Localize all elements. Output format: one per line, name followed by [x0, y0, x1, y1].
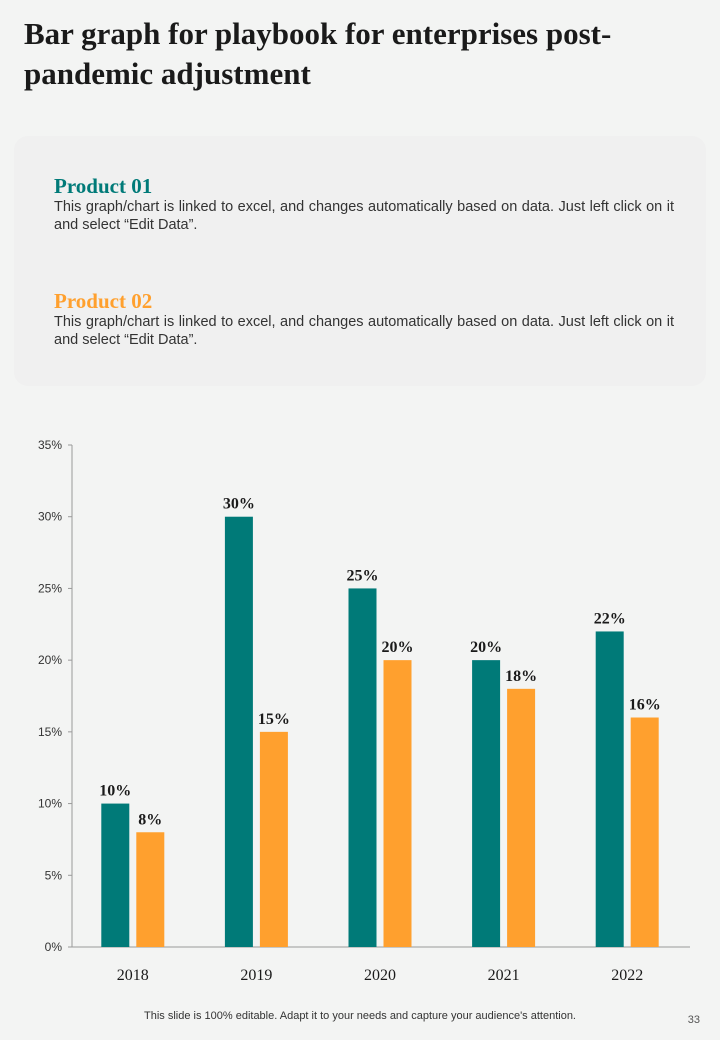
y-tick-label: 35%	[38, 438, 62, 452]
bar-product-01-2019[interactable]	[224, 516, 253, 947]
footer-text: This slide is 100% editable. Adapt it to…	[144, 1010, 576, 1022]
data-label: 20%	[470, 639, 502, 656]
bar-product-01-2020[interactable]	[348, 588, 377, 947]
bar-product-02-2019[interactable]	[259, 731, 288, 947]
bar-product-02-2022[interactable]	[630, 717, 659, 947]
page-title: Bar graph for playbook for enterprises p…	[24, 16, 612, 91]
y-tick-label: 30%	[38, 510, 62, 524]
bar-product-01-2018[interactable]	[101, 803, 130, 947]
bar-product-02-2021[interactable]	[507, 688, 536, 947]
product-01-title: Product 01	[54, 174, 153, 198]
x-tick-label: 2018	[117, 967, 149, 984]
data-label: 16%	[629, 697, 661, 714]
product-02-legend: Product 02 This graph/chart is linked to…	[54, 289, 674, 349]
data-label: 20%	[382, 639, 414, 656]
bar-product-01-2022[interactable]	[595, 631, 624, 947]
data-label: 30%	[223, 496, 255, 513]
bar-product-02-2018[interactable]	[136, 832, 165, 947]
product-01-description: This graph/chart is linked to excel, and…	[54, 199, 674, 233]
y-tick-label: 25%	[38, 581, 62, 595]
product-01-legend: Product 01 This graph/chart is linked to…	[54, 174, 674, 234]
data-label: 25%	[347, 567, 379, 584]
x-tick-label: 2022	[611, 967, 643, 984]
x-tick-label: 2021	[488, 967, 520, 984]
data-label: 15%	[258, 711, 290, 728]
data-label: 8%	[138, 811, 162, 828]
legend-panel: Product 01 This graph/chart is linked to…	[14, 136, 706, 386]
data-label: 18%	[505, 668, 537, 685]
bar-chart-svg[interactable]: 0% 5% 10% 15% 20% 25% 30% 35% 10% 8% 2018 30% 15% 201…	[0, 430, 720, 1000]
bar-chart[interactable]: 0% 5% 10% 15% 20% 25% 30% 35% 10% 8% 2018 30% 15% 201…	[0, 430, 720, 1000]
product-02-description: This graph/chart is linked to excel, and…	[54, 314, 674, 348]
x-tick-label: 2019	[240, 967, 272, 984]
product-02-title: Product 02	[54, 289, 153, 313]
y-tick-label: 5%	[45, 868, 63, 882]
bar-product-02-2020[interactable]	[383, 660, 412, 947]
y-tick-label: 0%	[45, 940, 63, 954]
data-label: 10%	[99, 783, 131, 800]
y-tick-label: 15%	[38, 725, 62, 739]
x-tick-label: 2020	[364, 967, 396, 984]
bar-product-01-2021[interactable]	[472, 660, 501, 947]
data-label: 22%	[594, 610, 626, 627]
y-tick-label: 10%	[38, 797, 62, 811]
page-number: 33	[687, 1014, 700, 1026]
y-tick-label: 20%	[38, 653, 62, 667]
